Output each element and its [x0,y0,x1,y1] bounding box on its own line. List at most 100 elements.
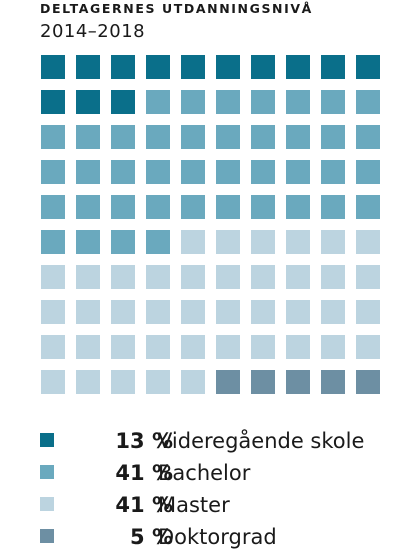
waffle-cell-master [146,265,170,289]
waffle-cell-master [321,230,345,254]
waffle-cell-bachelor [251,195,275,219]
waffle-cell-doktorgrad [356,370,380,394]
waffle-cell-master [76,300,100,324]
waffle-cell-bachelor [76,195,100,219]
legend-percent: 13 % [115,429,173,453]
waffle-cell-master [146,370,170,394]
waffle-cell-bachelor [286,125,310,149]
waffle-cell-videregaende [321,55,345,79]
waffle-cell-videregaende [146,55,170,79]
waffle-cell-master [181,335,205,359]
waffle-cell-master [181,300,205,324]
legend-item-doktorgrad: 5 % Doktorgrad [40,521,400,553]
waffle-cell-master [76,370,100,394]
waffle-cell-bachelor [111,125,135,149]
waffle-cell-master [286,265,310,289]
waffle-cell-bachelor [251,160,275,184]
waffle-cell-master [321,265,345,289]
waffle-cell-bachelor [111,160,135,184]
waffle-cell-doktorgrad [321,370,345,394]
legend-label: Doktorgrad [158,525,277,549]
waffle-cell-master [286,230,310,254]
waffle-cell-master [356,265,380,289]
legend-swatch [40,465,54,479]
waffle-cell-bachelor [146,125,170,149]
waffle-cell-bachelor [321,125,345,149]
waffle-cell-master [41,370,65,394]
waffle-cell-bachelor [41,195,65,219]
waffle-cell-master [251,230,275,254]
waffle-cell-master [111,370,135,394]
waffle-cell-master [216,300,240,324]
waffle-cell-videregaende [111,90,135,114]
waffle-cell-bachelor [76,160,100,184]
waffle-cell-bachelor [216,125,240,149]
waffle-cell-master [356,300,380,324]
waffle-cell-doktorgrad [286,370,310,394]
waffle-cell-bachelor [251,90,275,114]
waffle-cell-bachelor [76,125,100,149]
waffle-cell-master [41,335,65,359]
waffle-cell-bachelor [321,90,345,114]
waffle-cell-master [251,335,275,359]
waffle-cell-bachelor [146,160,170,184]
waffle-cell-bachelor [181,160,205,184]
waffle-cell-videregaende [41,55,65,79]
waffle-cell-videregaende [181,55,205,79]
waffle-cell-master [356,230,380,254]
waffle-cell-master [111,300,135,324]
waffle-cell-bachelor [181,195,205,219]
waffle-cell-bachelor [356,125,380,149]
waffle-cell-master [216,265,240,289]
waffle-cell-bachelor [111,195,135,219]
waffle-cell-doktorgrad [216,370,240,394]
chart-title: DELTAGERNES UTDANNINGSNIVÅ [40,1,313,16]
waffle-cell-master [251,265,275,289]
legend-swatch [40,529,54,543]
waffle-cell-master [111,265,135,289]
waffle-cell-master [251,300,275,324]
waffle-cell-bachelor [321,160,345,184]
waffle-cell-master [321,300,345,324]
waffle-cell-master [146,335,170,359]
waffle-cell-bachelor [356,90,380,114]
waffle-cell-bachelor [286,160,310,184]
waffle-cell-videregaende [356,55,380,79]
waffle-cell-bachelor [216,90,240,114]
waffle-cell-master [111,335,135,359]
waffle-cell-videregaende [111,55,135,79]
legend-label: Master [158,493,230,517]
waffle-cell-master [181,265,205,289]
waffle-cell-bachelor [356,195,380,219]
waffle-cell-bachelor [216,195,240,219]
waffle-cell-master [76,335,100,359]
waffle-cell-videregaende [76,90,100,114]
legend-percent: 41 % [115,461,173,485]
legend-item-videregaende: 13 % Videregående skole [40,425,400,457]
waffle-cell-bachelor [181,125,205,149]
waffle-cell-bachelor [251,125,275,149]
legend-percent: 5 % [130,525,173,549]
waffle-cell-master [41,300,65,324]
waffle-cell-master [181,230,205,254]
waffle-cell-bachelor [286,195,310,219]
waffle-cell-bachelor [321,195,345,219]
waffle-cell-bachelor [356,160,380,184]
waffle-cell-bachelor [146,230,170,254]
waffle-cell-bachelor [41,160,65,184]
waffle-cell-videregaende [286,55,310,79]
waffle-cell-master [76,265,100,289]
waffle-cell-bachelor [41,125,65,149]
legend-swatch [40,433,54,447]
legend-swatch [40,497,54,511]
waffle-cell-master [41,265,65,289]
waffle-cell-videregaende [216,55,240,79]
legend-item-master: 41 % Master [40,489,400,521]
waffle-cell-bachelor [41,230,65,254]
waffle-cell-bachelor [146,195,170,219]
waffle-cell-bachelor [111,230,135,254]
legend-item-bachelor: 41 % Bachelor [40,457,400,489]
waffle-cell-bachelor [181,90,205,114]
waffle-cell-bachelor [76,230,100,254]
